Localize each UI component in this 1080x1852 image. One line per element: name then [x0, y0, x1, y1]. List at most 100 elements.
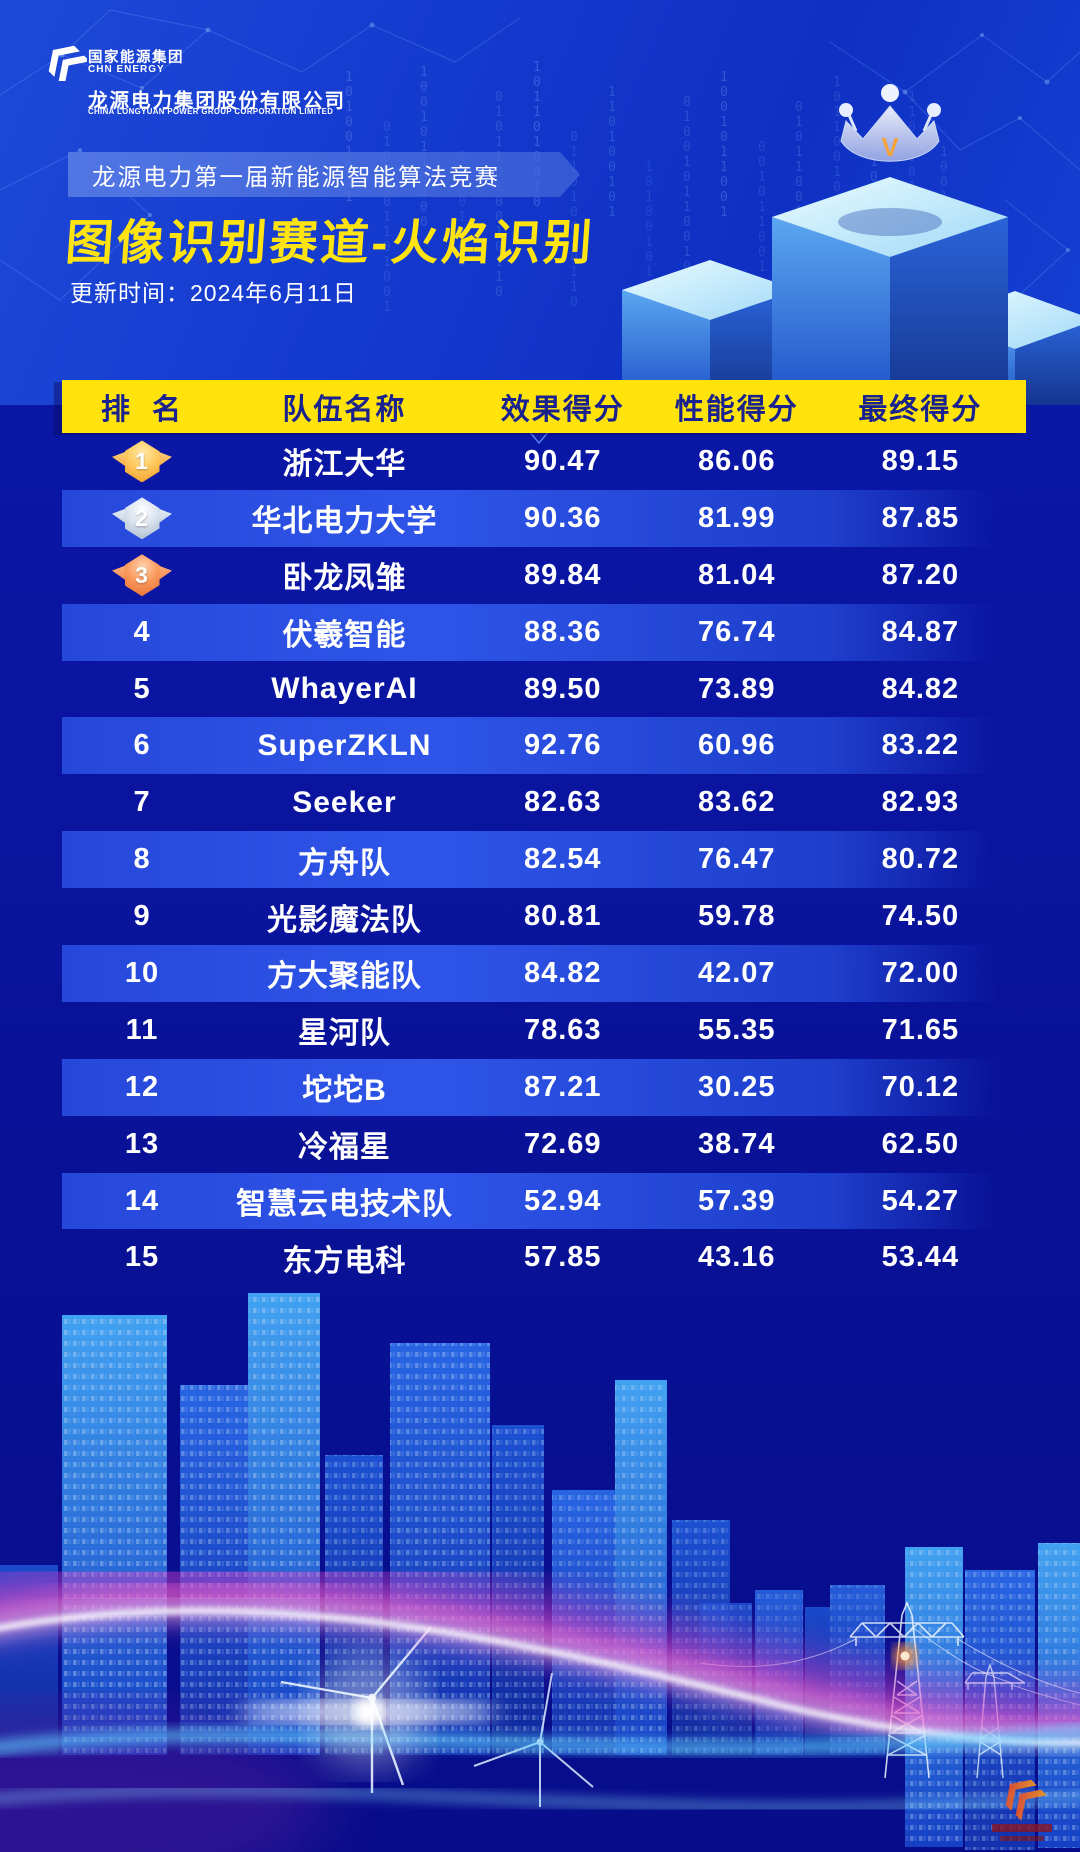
- bronze-medal-icon: 3: [109, 548, 175, 602]
- col-effect: 效果得分: [500, 393, 625, 426]
- hero-section: 1 0 1 0 0 1 0 1 10 1 0 0 1 0 1 1 0 1 0 0…: [0, 0, 1080, 405]
- final-score-cell: 84.82: [881, 672, 960, 705]
- effect-score-cell: 72.69: [523, 1127, 602, 1160]
- rank-cell: 9: [133, 900, 151, 933]
- rank-cell: 12: [124, 1070, 160, 1103]
- team-name-cell: 方舟队: [297, 846, 391, 880]
- effect-score-cell: 89.50: [523, 672, 602, 705]
- performance-score-cell: 38.74: [697, 1127, 776, 1160]
- rank-cell: 13: [124, 1127, 160, 1160]
- final-score-cell: 54.27: [881, 1184, 960, 1217]
- effect-score-cell: 92.76: [523, 729, 602, 762]
- performance-score-cell: 30.25: [697, 1070, 776, 1103]
- rank-cell: 10: [124, 956, 160, 989]
- effect-score-cell: 82.54: [523, 843, 602, 876]
- city-skyline-graphic: [0, 1293, 1080, 1852]
- team-name-cell: 浙江大华: [282, 448, 407, 482]
- effect-score-cell: 78.63: [523, 1013, 602, 1046]
- performance-score-cell: 73.89: [697, 672, 776, 705]
- light-streaks: [0, 1552, 1080, 1852]
- rank-cell: 1: [62, 433, 222, 490]
- rank-cell: 4: [133, 615, 151, 648]
- team-name-cell: 智慧云电技术队: [235, 1188, 453, 1222]
- company-name-cn: 龙源电力集团股份有限公司: [88, 90, 347, 112]
- table-row: 2 华北电力大学 90.36 81.99 87.85: [62, 489, 1026, 547]
- team-name-cell: 星河队: [297, 1017, 391, 1051]
- watermark-logo-icon: [992, 1779, 1052, 1841]
- leaderboard-header: 排 名 队伍名称 效果得分 性能得分 最终得分: [62, 380, 1026, 433]
- final-score-cell: 70.12: [881, 1070, 960, 1103]
- rank-cell: 2: [62, 490, 222, 547]
- performance-score-cell: 42.07: [697, 956, 776, 989]
- podium-graphic: V: [622, 84, 1080, 405]
- final-score-cell: 53.44: [881, 1241, 960, 1274]
- performance-score-cell: 76.74: [697, 615, 776, 648]
- performance-score-cell: 43.16: [697, 1241, 776, 1274]
- team-name-cell: 华北电力大学: [251, 505, 438, 539]
- chn-energy-logo-icon: [48, 45, 87, 81]
- effect-score-cell: 84.82: [523, 956, 602, 989]
- performance-score-cell: 55.35: [697, 1013, 776, 1046]
- col-rank: 排 名: [100, 393, 184, 426]
- table-row: 4 伏羲智能 88.36 76.74 84.87: [62, 603, 1026, 661]
- performance-score-cell: 60.96: [697, 729, 776, 762]
- effect-score-cell: 82.63: [523, 786, 602, 819]
- table-row: 11 星河队 78.63 55.35 71.65: [62, 1002, 1026, 1059]
- table-row: 6 SuperZKLN 92.76 60.96 83.22: [62, 717, 1026, 775]
- table-row: 15 东方电科 57.85 43.16 53.44: [62, 1229, 1026, 1286]
- rank-cell: 6: [133, 729, 151, 762]
- team-name-cell: 卧龙凤雏: [282, 562, 407, 596]
- rank-cell: 11: [125, 1013, 159, 1046]
- table-row: 9 光影魔法队 80.81 59.78 74.50: [62, 888, 1026, 945]
- performance-score-cell: 83.62: [697, 786, 776, 819]
- table-row: 14 智慧云电技术队 52.94 57.39 54.27: [62, 1172, 1026, 1230]
- leaderboard: 排 名 队伍名称 效果得分 性能得分 最终得分 1 浙江大华 90.47 86.06 8…: [62, 380, 1026, 1286]
- crown-icon: V: [839, 84, 941, 162]
- group-name-en: CHN ENERGY: [88, 64, 165, 75]
- team-name-cell: 伏羲智能: [282, 619, 407, 653]
- effect-score-cell: 57.85: [523, 1241, 602, 1274]
- performance-score-cell: 81.04: [697, 558, 776, 591]
- crown-letter: V: [881, 132, 899, 162]
- performance-score-cell: 81.99: [697, 501, 776, 534]
- col-team: 队伍名称: [282, 393, 407, 426]
- competition-name: 龙源电力第一届新能源智能算法竞赛: [92, 163, 500, 190]
- table-row: 1 浙江大华 90.47 86.06 89.15: [62, 433, 1026, 490]
- final-score-cell: 74.50: [881, 900, 960, 933]
- team-name-cell: SuperZKLN: [257, 728, 432, 762]
- team-name-cell: Seeker: [292, 785, 397, 819]
- final-score-cell: 80.72: [881, 843, 960, 876]
- team-name-cell: 方大聚能队: [266, 960, 422, 994]
- performance-score-cell: 57.39: [697, 1184, 776, 1217]
- table-row: 5 WhayerAI 89.50 73.89 84.82: [62, 661, 1026, 718]
- final-score-cell: 83.22: [881, 729, 960, 762]
- table-row: 8 方舟队 82.54 76.47 80.72: [62, 831, 1026, 889]
- update-time: 更新时间：2024年6月11日: [70, 280, 357, 306]
- footer-art: [0, 1285, 1080, 1852]
- performance-score-cell: 86.06: [697, 444, 776, 477]
- col-final: 最终得分: [858, 393, 983, 426]
- effect-score-cell: 80.81: [523, 900, 602, 933]
- effect-score-cell: 90.36: [523, 501, 602, 534]
- final-score-cell: 84.87: [881, 615, 960, 648]
- effect-score-cell: 89.84: [523, 558, 602, 591]
- table-row: 3 卧龙凤雏 89.84 81.04 87.20: [62, 547, 1026, 604]
- podium-center-pillar: [772, 177, 1008, 405]
- silver-medal-icon: 2: [109, 491, 175, 545]
- competition-banner: 龙源电力第一届新能源智能算法竞赛: [68, 152, 580, 197]
- rank-cell: 15: [124, 1241, 160, 1274]
- team-name-cell: 冷福星: [297, 1131, 391, 1165]
- final-score-cell: 82.93: [881, 786, 960, 819]
- page-title: 图像识别赛道-火焰识别: [63, 217, 597, 270]
- rank-cell: 14: [124, 1184, 160, 1217]
- table-row: 12 坨坨B 87.21 30.25 70.12: [62, 1058, 1026, 1116]
- leaderboard-body: 1 浙江大华 90.47 86.06 89.15 2 华北电力大学 90.36 81.99 87.…: [62, 433, 1026, 1286]
- effect-score-cell: 52.94: [523, 1184, 602, 1217]
- table-row: 7 Seeker 82.63 83.62 82.93: [62, 774, 1026, 831]
- final-score-cell: 71.65: [881, 1013, 960, 1046]
- final-score-cell: 72.00: [881, 956, 960, 989]
- rank-cell: 5: [133, 672, 151, 705]
- team-name-cell: 东方电科: [282, 1244, 407, 1278]
- group-name-cn: 国家能源集团: [88, 50, 184, 66]
